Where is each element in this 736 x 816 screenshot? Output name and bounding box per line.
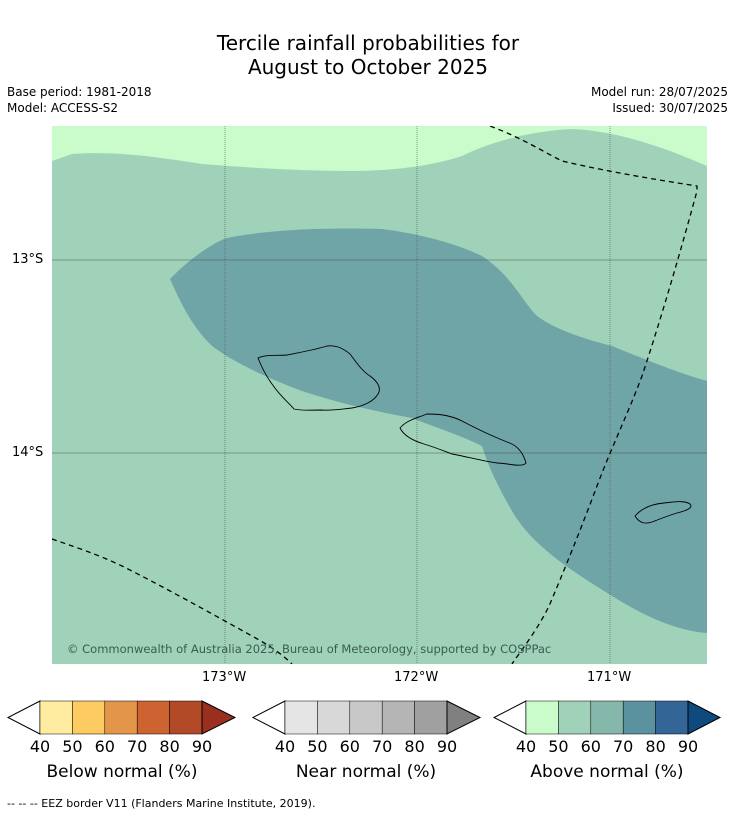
colorbars-svg bbox=[6, 700, 722, 735]
near-tick-70: 70 bbox=[372, 737, 393, 756]
below-tick-90: 90 bbox=[191, 737, 213, 756]
map-copyright: © Commonwealth of Australia 2025, Bureau… bbox=[67, 642, 551, 656]
issued-date: Issued: 30/07/2025 bbox=[612, 101, 728, 115]
near-seg-40-50 bbox=[284, 700, 318, 735]
near-tick-60: 60 bbox=[339, 737, 360, 756]
near-seg-60-70 bbox=[349, 700, 383, 735]
below-seg-80-90 bbox=[169, 700, 203, 735]
eez-border-south bbox=[52, 538, 293, 664]
map-svg: © Commonwealth of Australia 2025, Bureau… bbox=[52, 126, 707, 664]
above-seg-70-80 bbox=[622, 700, 656, 735]
below-tick-40: 40 bbox=[29, 737, 51, 756]
model-run: Model run: 28/07/2025 bbox=[590, 85, 728, 99]
below-seg-60-70 bbox=[104, 700, 138, 735]
lon-label-173w: 173°W bbox=[202, 670, 247, 685]
above-arrow-right bbox=[687, 700, 722, 735]
below-seg-40-50 bbox=[39, 700, 73, 735]
island-tutuila bbox=[634, 501, 692, 524]
near-arrow-right bbox=[446, 700, 482, 735]
below-arrow-left bbox=[6, 700, 41, 735]
below-seg-50-60 bbox=[72, 700, 106, 735]
zone-above-40-50 bbox=[52, 126, 707, 171]
near-seg-70-80 bbox=[381, 700, 415, 735]
eez-border-east bbox=[489, 126, 698, 664]
below-tick-60: 60 bbox=[94, 737, 115, 756]
chart-title-line2: August to October 2025 bbox=[247, 55, 489, 79]
forecast-map: © Commonwealth of Australia 2025, Bureau… bbox=[52, 126, 707, 664]
colorbar-above bbox=[492, 700, 722, 735]
island-savaii bbox=[257, 345, 380, 411]
island-upolu bbox=[399, 413, 527, 466]
above-tick-70: 70 bbox=[613, 737, 634, 756]
zone-above-70-80 bbox=[170, 228, 707, 633]
near-tick-80: 80 bbox=[404, 737, 425, 756]
below-seg-70-80 bbox=[136, 700, 170, 735]
lat-label-13s: 13°S bbox=[12, 252, 44, 267]
near-seg-50-60 bbox=[317, 700, 351, 735]
lat-label-14s: 14°S bbox=[12, 445, 44, 460]
meta-right: Model run: 28/07/2025 Issued: 30/07/2025 bbox=[591, 84, 728, 116]
below-tick-70: 70 bbox=[127, 737, 148, 756]
near-arrow-left bbox=[251, 700, 286, 735]
above-seg-60-70 bbox=[590, 700, 624, 735]
above-seg-40-50 bbox=[525, 700, 559, 735]
legend-above-label: Above normal (%) bbox=[530, 762, 684, 782]
above-seg-80-90 bbox=[655, 700, 689, 735]
above-arrow-left bbox=[492, 700, 527, 735]
colorbar-below bbox=[6, 700, 237, 735]
below-tick-50: 50 bbox=[62, 737, 83, 756]
lon-label-171w: 171°W bbox=[587, 670, 632, 685]
legend-below-label: Below normal (%) bbox=[46, 762, 198, 782]
near-tick-40: 40 bbox=[274, 737, 296, 756]
legend-near-label: Near normal (%) bbox=[295, 762, 437, 782]
above-tick-60: 60 bbox=[580, 737, 601, 756]
below-tick-80: 80 bbox=[159, 737, 180, 756]
meta-left: Base period: 1981-2018 Model: ACCESS-S2 bbox=[7, 84, 152, 116]
above-tick-40: 40 bbox=[515, 737, 537, 756]
base-period: Base period: 1981-2018 bbox=[7, 85, 152, 99]
eez-footnote: -- -- -- EEZ border V11 (Flanders Marine… bbox=[7, 797, 316, 810]
above-tick-90: 90 bbox=[677, 737, 699, 756]
above-tick-80: 80 bbox=[645, 737, 666, 756]
chart-title-line1: Tercile rainfall probabilities for bbox=[216, 31, 520, 55]
model-name: Model: ACCESS-S2 bbox=[7, 101, 119, 115]
lon-label-172w: 172°W bbox=[394, 670, 439, 685]
above-tick-50: 50 bbox=[548, 737, 569, 756]
above-seg-50-60 bbox=[558, 700, 592, 735]
near-seg-80-90 bbox=[414, 700, 448, 735]
near-tick-50: 50 bbox=[307, 737, 328, 756]
below-arrow-right bbox=[201, 700, 237, 735]
near-tick-90: 90 bbox=[436, 737, 458, 756]
colorbar-near bbox=[251, 700, 482, 735]
